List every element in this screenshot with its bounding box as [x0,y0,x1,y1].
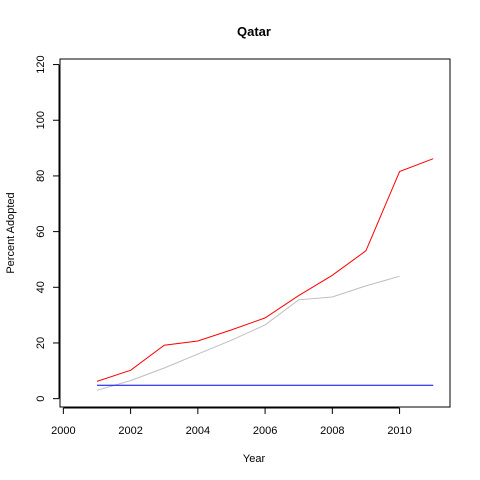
series-line-2 [96,275,400,391]
y-tick-label: 100 [35,111,47,129]
x-tick-label: 2004 [186,425,210,437]
plot-frame [59,58,451,408]
x-tick-label: 2008 [320,425,344,437]
series-line-1 [96,158,434,382]
y-tick-label: 120 [35,55,47,73]
x-tick-label: 2010 [387,425,411,437]
y-tick-label: 40 [35,281,47,293]
x-axis-title: Year [243,453,266,465]
x-axis: 2000 2002 2004 2006 2008 2010 [51,407,412,437]
y-tick-label: 0 [35,396,47,402]
y-tick-label: 20 [35,337,47,349]
x-tick-label: 2006 [253,425,277,437]
series-layer [96,158,434,391]
chart-title: Qatar [237,24,271,39]
y-tick-label: 80 [35,170,47,182]
y-axis: 0 20 40 60 80 100 120 [35,55,60,402]
y-tick-label: 60 [35,225,47,237]
x-tick-label: 2002 [118,425,142,437]
y-axis-title: Percent Adopted [5,192,17,273]
x-tick-label: 2000 [51,425,75,437]
